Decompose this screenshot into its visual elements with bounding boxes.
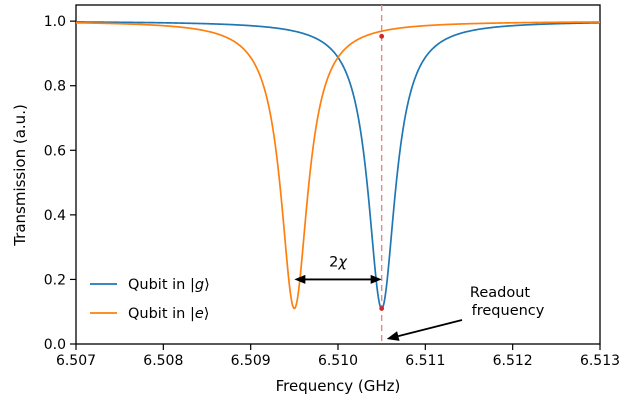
series-line-excited (76, 21, 600, 310)
x-tick-label: 6.513 (580, 353, 620, 369)
legend-label: Qubit in |e⟩ (128, 306, 209, 322)
x-tick-label: 6.512 (493, 353, 533, 369)
x-tick-label: 6.507 (56, 353, 96, 369)
y-tick-label: 0.0 (44, 337, 66, 353)
chi-arrow-head-right (370, 274, 382, 284)
series-layer (76, 21, 600, 310)
y-tick-label: 1.0 (44, 14, 66, 30)
chi-arrow-head-left (294, 274, 306, 284)
y-axis-label: Transmission (a.u.) (11, 104, 29, 247)
y-axis: 0.0 0.2 0.4 0.6 0.8 1.0 (44, 14, 76, 353)
x-axis: 6.507 6.508 6.509 6.510 6.511 6.512 6.513 (56, 344, 620, 369)
annotations: 2χ Readout frequency (294, 254, 545, 341)
readout-annotation-line1: Readout (470, 285, 530, 301)
legend: Qubit in |g⟩ Qubit in |e⟩ (90, 277, 210, 322)
readout-point (379, 306, 385, 311)
chi-label: 2χ (329, 254, 348, 270)
y-tick-label: 0.2 (44, 272, 66, 288)
readout-arrow-shaft (398, 319, 463, 337)
legend-label: Qubit in |g⟩ (128, 277, 210, 293)
y-tick-label: 0.8 (44, 79, 66, 95)
x-axis-label: Frequency (GHz) (276, 377, 401, 395)
readout-points (379, 33, 385, 311)
x-tick-label: 6.509 (231, 353, 271, 369)
readout-arrow-head (386, 331, 400, 341)
x-tick-label: 6.508 (143, 353, 183, 369)
x-tick-label: 6.510 (318, 353, 358, 369)
readout-point (379, 33, 385, 39)
readout-annotation-line2: frequency (472, 303, 545, 319)
y-tick-label: 0.6 (44, 143, 66, 159)
x-tick-label: 6.511 (405, 353, 445, 369)
y-tick-label: 0.4 (44, 208, 66, 224)
